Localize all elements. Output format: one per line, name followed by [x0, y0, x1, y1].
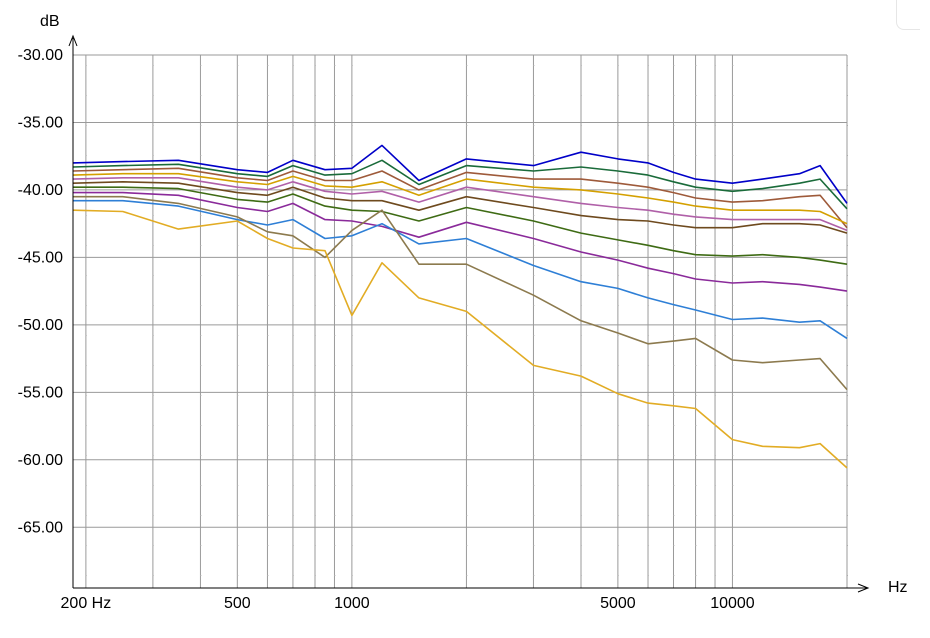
series-lines: [72, 144, 848, 469]
x-tick-labels: 200 Hz 500 1000 5000 10000: [61, 595, 755, 612]
y-tick-label: -45.00: [18, 249, 63, 266]
y-unit-label: dB: [40, 13, 60, 30]
series-line-9: [73, 199, 848, 340]
series-line-5: [72, 177, 848, 232]
y-tick-label: -30.00: [18, 47, 63, 64]
corner-decoration: [896, 0, 920, 30]
series-line-10: [73, 195, 848, 391]
grid: [73, 54, 848, 588]
axes: [68, 34, 870, 593]
y-tick-label: -35.00: [18, 114, 63, 131]
series-line-7: [73, 186, 848, 265]
y-tick-label: -65.00: [18, 519, 63, 536]
x-tick-label: 200 Hz: [61, 595, 112, 612]
x-unit-label: Hz: [888, 579, 908, 596]
y-tick-labels: -30.00 -35.00 -40.00 -45.00 -50.00 -55.00 -60.…: [18, 47, 63, 536]
y-axis-arrow: [68, 34, 78, 47]
series-line-1: [72, 144, 848, 204]
x-tick-label: 5000: [600, 595, 636, 612]
series-line-11: [72, 209, 848, 469]
series-line-8: [73, 191, 848, 292]
series-line-6: [72, 181, 848, 234]
y-tick-label: -50.00: [18, 317, 63, 334]
series-line-3: [72, 167, 848, 229]
x-tick-label: 1000: [334, 595, 370, 612]
x-tick-label: 10000: [710, 595, 755, 612]
x-axis-arrow: [857, 583, 870, 593]
y-tick-label: -55.00: [18, 384, 63, 401]
y-tick-label: -40.00: [18, 182, 63, 199]
series-line-4: [72, 172, 848, 225]
series-line-2: [72, 159, 848, 210]
y-tick-label: -60.00: [18, 452, 63, 469]
x-tick-label: 500: [224, 595, 251, 612]
